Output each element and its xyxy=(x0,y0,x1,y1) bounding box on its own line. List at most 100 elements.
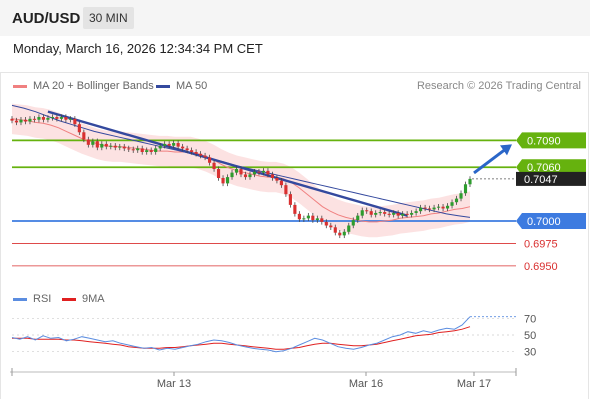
rsi-tick-30: 30 xyxy=(524,347,536,359)
rsi-tick-50: 50 xyxy=(524,330,536,342)
ma20-swatch-icon xyxy=(13,84,27,88)
candle xyxy=(463,184,468,194)
candle xyxy=(14,120,19,123)
candle xyxy=(172,143,176,146)
candle xyxy=(428,208,432,210)
candle xyxy=(185,148,189,151)
level-label-0.7000: 0.7000 xyxy=(527,216,561,228)
level-label-0.7060: 0.7060 xyxy=(527,162,561,174)
credit-label: Research © 2026 Trading Central xyxy=(416,80,581,92)
candle xyxy=(109,145,113,147)
candle xyxy=(68,118,72,120)
legend-rsi-label: RSI xyxy=(33,293,52,305)
last-price-label: 0.7047 xyxy=(524,174,558,186)
candle xyxy=(118,146,122,148)
candle xyxy=(432,207,436,210)
candle xyxy=(158,145,162,149)
timeframe-button[interactable]: 30 MIN xyxy=(83,7,134,29)
legend-rsi-ma-label: 9MA xyxy=(82,293,105,305)
candle xyxy=(145,150,149,152)
candle xyxy=(41,117,46,120)
x-tick-label: Mar 17 xyxy=(457,378,491,390)
candle xyxy=(396,212,400,216)
candle xyxy=(288,194,292,205)
candle xyxy=(450,202,454,206)
candle xyxy=(423,207,427,209)
candle xyxy=(46,117,50,120)
candle xyxy=(279,180,283,186)
candle xyxy=(311,215,315,221)
candle xyxy=(333,227,337,233)
candle xyxy=(37,117,41,120)
candle xyxy=(342,231,346,236)
candle xyxy=(32,118,37,120)
candle xyxy=(230,172,234,178)
candle xyxy=(347,225,351,232)
candle xyxy=(212,162,216,170)
candle xyxy=(59,117,63,119)
level-tag-0.7090 xyxy=(516,132,586,149)
candle xyxy=(131,149,135,151)
candle xyxy=(436,206,441,208)
legend-ma20: MA 20 + Bollinger Bands xyxy=(13,80,154,92)
candle xyxy=(100,143,104,148)
candle xyxy=(284,185,288,195)
candle xyxy=(163,143,167,146)
candle xyxy=(64,117,68,120)
legend-ma50: MA 50 xyxy=(156,80,207,92)
candle xyxy=(261,170,266,173)
downtrend-line xyxy=(47,110,408,217)
candle xyxy=(351,220,355,226)
x-tick-label: Mar 16 xyxy=(349,378,383,390)
candle xyxy=(154,148,158,152)
candle xyxy=(356,215,360,221)
candle xyxy=(167,143,171,146)
candle xyxy=(23,119,28,122)
candle xyxy=(91,141,95,145)
candle xyxy=(445,205,450,209)
forecast-arrow xyxy=(473,146,509,175)
candle xyxy=(181,146,185,149)
candle xyxy=(374,212,378,215)
level-tag-0.7060 xyxy=(516,159,586,176)
candle xyxy=(302,218,306,220)
candle xyxy=(225,177,230,184)
candle xyxy=(270,174,275,178)
candle xyxy=(127,148,131,150)
candle xyxy=(77,124,81,133)
rsi-tick-70: 70 xyxy=(524,313,536,325)
candle xyxy=(216,169,221,178)
candle xyxy=(275,178,279,181)
candle xyxy=(320,218,324,222)
level-tag-0.7000 xyxy=(516,213,586,230)
candle xyxy=(50,117,54,119)
candle xyxy=(104,143,108,147)
rsi-swatch-icon xyxy=(13,297,27,301)
legend-rsi: RSI xyxy=(13,293,51,305)
candle xyxy=(176,143,180,147)
candle xyxy=(190,150,194,152)
symbol-label: AUD/USD xyxy=(12,10,81,27)
level-label-0.6950: 0.6950 xyxy=(524,261,558,273)
candle xyxy=(19,119,23,123)
candle xyxy=(360,210,364,216)
candle xyxy=(10,118,14,121)
candle xyxy=(82,132,86,140)
candle xyxy=(73,118,77,125)
legend-ma20-label: MA 20 + Bollinger Bands xyxy=(33,80,154,92)
x-tick-label: Mar 13 xyxy=(157,378,191,390)
candle xyxy=(234,169,239,173)
chart-frame xyxy=(0,72,589,399)
candle xyxy=(338,232,342,236)
candle xyxy=(28,118,32,122)
candle xyxy=(55,117,59,119)
legend-ma50-label: MA 50 xyxy=(176,80,208,92)
candle xyxy=(221,178,225,184)
candle xyxy=(194,152,198,154)
candle xyxy=(199,153,203,156)
forecast-arrowhead xyxy=(500,144,512,156)
candle xyxy=(122,146,126,149)
candle xyxy=(459,193,463,199)
candle xyxy=(369,211,373,215)
